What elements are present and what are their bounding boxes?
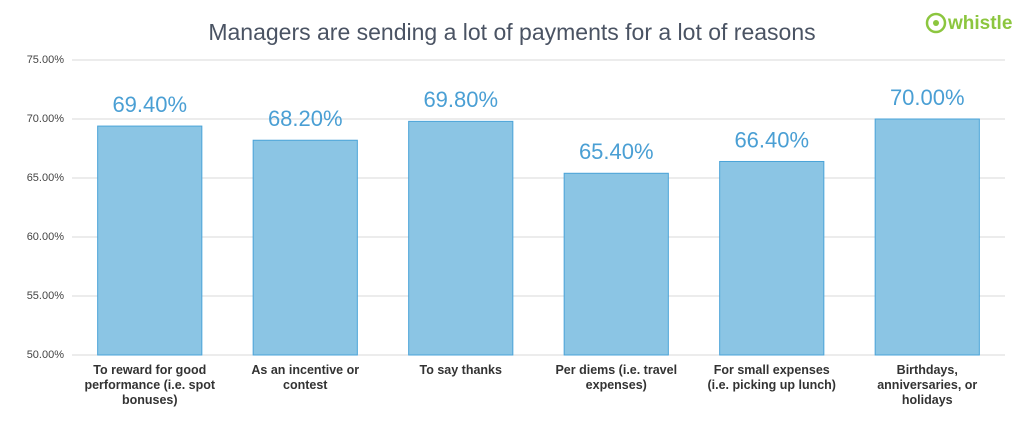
y-tick-label: 60.00% [27, 231, 65, 243]
bar [408, 120, 514, 356]
y-tick-label: 75.00% [27, 54, 65, 66]
x-tick-label: To reward for good performance (i.e. spo… [84, 363, 216, 407]
value-label: 70.00% [890, 85, 965, 110]
x-tick-label: To say thanks [419, 363, 502, 377]
x-tick-label: Per diems (i.e. travel expenses) [555, 363, 678, 392]
bar [719, 160, 825, 356]
bar [874, 118, 980, 356]
bar [97, 125, 203, 356]
y-tick-label: 50.00% [27, 349, 65, 361]
bar [563, 172, 669, 356]
y-tick-label: 55.00% [27, 290, 65, 302]
logo-text: whistle [947, 13, 1012, 34]
value-label: 69.80% [423, 87, 498, 112]
value-label: 68.20% [268, 106, 343, 131]
y-tick-label: 70.00% [27, 113, 65, 125]
y-tick-label: 65.00% [27, 172, 65, 184]
chart-title: Managers are sending a lot of payments f… [208, 19, 815, 45]
value-label: 69.40% [112, 92, 187, 117]
value-label: 66.40% [734, 127, 809, 152]
x-tick-label: Birthdays, anniversaries, or holidays [877, 363, 978, 407]
x-tick-label: For small expenses (i.e. picking up lunc… [707, 363, 836, 392]
logo-icon [925, 12, 947, 34]
value-label: 65.40% [579, 139, 654, 164]
x-tick-label: As an incentive or contest [251, 363, 360, 392]
bar [252, 139, 358, 356]
